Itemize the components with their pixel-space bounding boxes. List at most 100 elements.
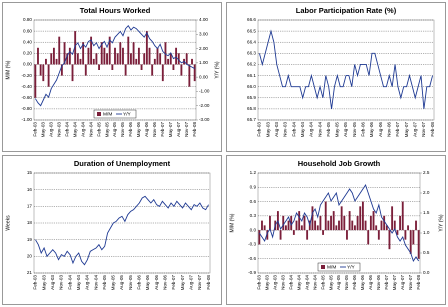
x-tick-label: Aug-03 [48,122,53,137]
y-tick-label: 66.5 [247,28,256,33]
bar [175,47,178,65]
bar [148,47,151,65]
line [258,183,420,263]
bar [415,220,417,231]
y2-axis-label: Y/Y (%) [438,214,444,231]
y2-tick-label: 0.0 [423,270,430,275]
x-tick-label: Feb-07 [160,122,165,137]
x-tick-label: May-03 [265,275,270,291]
x-tick-label: Aug-05 [336,275,341,290]
x-tick-label: Aug-03 [50,275,55,290]
y-tick-label: 20 [27,254,33,259]
bar [348,211,351,231]
x-tick-label: Feb-07 [171,275,176,290]
bar [385,225,388,231]
bar [143,53,146,65]
y2-tick-label: 3.00 [199,32,208,37]
y-tick-label: 0.40 [23,39,32,44]
bar [95,53,98,65]
y-tick-label: 66.1 [247,73,256,78]
bar [330,215,332,231]
x-tick-label: Feb-08 [206,275,211,290]
x-tick-label: Feb-03 [33,122,38,137]
x-tick-label: Feb-08 [430,122,435,137]
bar [343,215,346,231]
x-tick-label: Nov-03 [283,122,288,137]
x-tick-label: May-03 [41,122,46,138]
bar [356,215,359,231]
bar [290,215,293,231]
bar [66,53,69,65]
x-tick-label: May-06 [145,275,150,291]
bar [284,225,287,231]
x-tick-label: Feb-05 [102,275,107,290]
bar [377,230,380,240]
y-axis-label: Weeks [5,215,11,231]
bar [111,64,114,70]
x-tick-label: May-04 [300,122,305,138]
x-tick-label: Aug-03 [274,122,279,137]
y-tick-label: 0.80 [23,17,32,22]
y2-tick-label: 1.5 [423,210,430,215]
bar [314,220,317,231]
y-tick-label: 17 [27,204,33,209]
y2-axis-label: Y/Y (%) [214,61,220,78]
y-tick-label: 0.20 [23,51,32,56]
y2-tick-label: -3.00 [199,117,210,122]
y-tick-label: -0.6 [248,256,256,261]
y-axis-label: M/M (%) [229,213,235,232]
bar [63,42,66,65]
y-tick-label: 0.9 [250,185,257,190]
bar [76,53,79,65]
bar [167,58,170,65]
x-tick-label: May-07 [168,122,173,138]
x-tick-label: May-06 [360,275,365,291]
y-tick-label: 66.6 [247,17,256,22]
y2-tick-label: 2.5 [423,170,430,175]
bar [322,230,324,235]
bar [417,230,420,259]
x-tick-label: Aug-05 [343,122,348,137]
bar [266,230,269,240]
x-tick-label: Aug-05 [119,275,124,290]
bar [338,220,340,231]
y-tick-label: 66.0 [247,84,256,89]
bar [71,64,74,82]
x-tick-label: Aug-07 [400,275,405,290]
bar [287,220,290,231]
bar [332,211,335,231]
x-tick-label: May-04 [296,275,301,291]
bar [127,36,130,65]
y-tick-label: -0.80 [22,106,33,111]
y-axis-label: M/M (%) [5,60,11,79]
chart-panel: Duration of Unemployment 15 16 17 18 19 20 21 We… [2,155,222,305]
y-tick-label: 0.6 [250,199,257,204]
bar [156,47,159,65]
bar [354,225,356,231]
x-tick-label: Aug-06 [378,122,383,137]
bar [279,230,282,240]
bar [191,58,193,65]
y-tick-label: -0.60 [22,95,33,100]
bar [303,215,306,231]
bar [122,47,124,65]
line [35,195,209,266]
x-tick-label: Feb-07 [395,122,400,137]
x-tick-label: Feb-03 [257,122,262,137]
x-tick-label: Feb-06 [352,275,357,290]
chart-panel: Total Hours Worked -1.00 -0.80 -0.60 -0.40 -0… [2,2,222,152]
bar [151,64,154,76]
x-tick-label: May-05 [111,275,116,291]
x-tick-label: Nov-03 [59,275,64,290]
bar [319,215,322,231]
bar [39,64,42,76]
bar [90,36,93,65]
x-tick-label: Feb-08 [416,275,421,290]
x-tick-label: May-07 [392,275,397,291]
x-tick-label: Feb-06 [361,122,366,137]
y2-tick-label: -2.00 [199,103,210,108]
x-tick-label: Aug-04 [85,275,90,290]
x-tick-label: Nov-07 [421,122,426,137]
x-tick-label: May-04 [72,122,77,138]
bar [292,230,295,235]
